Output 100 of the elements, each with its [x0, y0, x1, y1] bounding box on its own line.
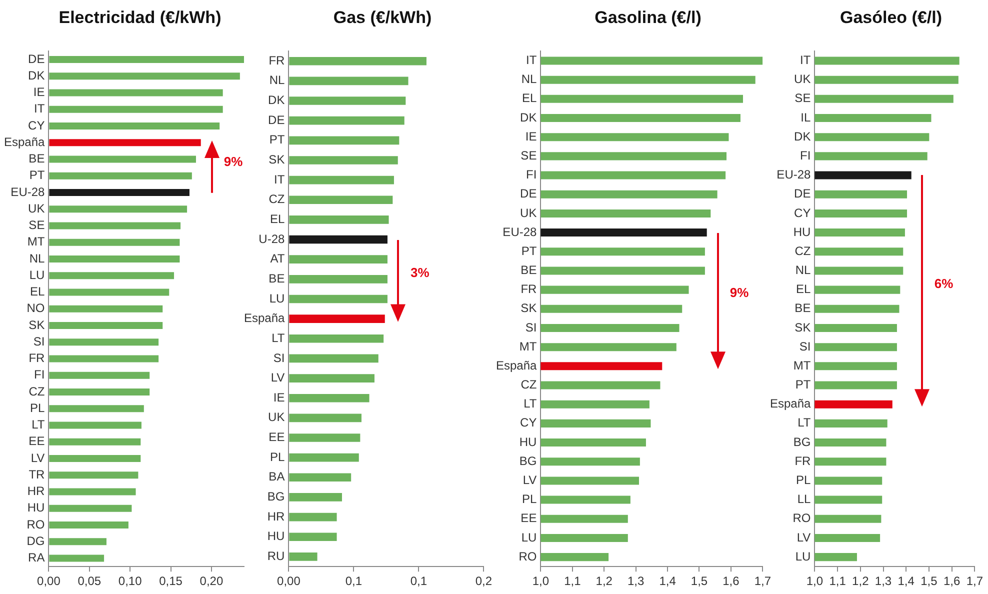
y-tick-label: PT	[521, 244, 538, 258]
y-tick-label: SI	[525, 320, 537, 334]
y-tick-label: LU	[29, 268, 45, 282]
x-tick-label: 0,1	[410, 574, 428, 588]
y-tick-label: UK	[794, 72, 811, 86]
x-tick-label: 1,4	[898, 574, 915, 588]
y-tick-label: SK	[794, 320, 811, 334]
y-tick-label: BA	[268, 470, 285, 484]
bar	[49, 522, 128, 529]
bar	[289, 374, 374, 382]
y-tick-label: HU	[519, 434, 537, 449]
y-tick-label: PT	[269, 132, 286, 147]
bar	[49, 372, 150, 379]
y-tick-label: NL	[521, 72, 538, 86]
y-tick-label: PT	[29, 168, 46, 182]
bar	[49, 288, 170, 296]
y-tick-label: SE	[28, 218, 45, 232]
y-tick-label: LT	[272, 330, 286, 345]
y-tick-label: FR	[268, 53, 286, 68]
x-tick-label: 0,15	[159, 574, 183, 588]
y-tick-label: RO	[518, 549, 537, 564]
annotation: 9%	[224, 154, 243, 169]
y-tick-label: BE	[268, 271, 285, 286]
y-tick-label: España	[496, 358, 538, 372]
y-tick-label: IT	[526, 53, 538, 68]
y-tick-label: SI	[33, 334, 45, 348]
x-tick-label: 0,00	[277, 574, 301, 588]
y-tick-label: DE	[520, 186, 537, 201]
y-tick-label: EL	[796, 282, 812, 296]
y-tick-label: IT	[800, 53, 812, 68]
y-tick-label: MT	[27, 234, 46, 249]
y-tick-label: PL	[796, 473, 812, 488]
y-tick-label: DG	[26, 534, 45, 548]
bar	[289, 532, 337, 542]
y-tick-label: SE	[520, 148, 537, 162]
y-tick-label: HU	[793, 224, 811, 239]
y-tick-label: SK	[28, 318, 45, 332]
x-tick-label: 1,1	[829, 574, 846, 588]
y-tick-label: EE	[28, 434, 45, 448]
y-tick-label: CY	[520, 416, 537, 430]
bar	[49, 206, 188, 213]
bar	[289, 196, 393, 204]
y-tick-label: SK	[268, 152, 285, 167]
y-tick-label: España	[4, 134, 46, 149]
y-tick-label: PL	[522, 492, 538, 506]
x-tick-label: 1,6	[722, 574, 740, 588]
bar	[289, 96, 406, 105]
bar	[49, 405, 144, 412]
y-tick-label: TR	[28, 467, 46, 482]
y-tick-label: BG	[519, 454, 537, 468]
y-tick-label: BG	[267, 490, 285, 504]
bar	[289, 473, 352, 482]
bar	[289, 136, 400, 145]
bar	[49, 56, 244, 64]
y-tick-label: LL	[797, 492, 812, 506]
bar	[289, 235, 388, 244]
bar	[49, 222, 181, 230]
y-tick-label: BE	[520, 263, 537, 278]
y-tick-label: LU	[795, 549, 811, 564]
y-tick-label: HR	[27, 484, 46, 498]
y-tick-label: HU	[27, 500, 45, 515]
y-tick-label: LT	[798, 416, 812, 430]
y-tick-label: EU-28	[10, 184, 46, 199]
y-tick-label: LT	[32, 418, 46, 432]
bar	[49, 504, 132, 512]
x-tick-label: 1,7	[754, 574, 772, 588]
bar	[289, 56, 426, 66]
bar	[49, 106, 223, 113]
bar	[49, 305, 163, 312]
chart-title: Gasóleo (€/l)	[838, 8, 944, 28]
bar	[49, 172, 192, 180]
y-tick-label: EU-28	[502, 224, 538, 239]
x-tick-label: 0,00	[37, 574, 61, 588]
chart-title: Electricidad (€/kWh)	[58, 8, 222, 28]
y-tick-label: EL	[30, 284, 46, 299]
bar	[49, 455, 141, 462]
y-tick-label: IE	[273, 390, 285, 404]
bar	[49, 472, 138, 479]
bar	[289, 354, 378, 363]
bar	[289, 434, 360, 442]
y-tick-label: EL	[270, 212, 286, 226]
bar	[49, 422, 142, 429]
bar	[49, 438, 141, 446]
y-tick-label: SI	[273, 350, 285, 365]
y-tick-label: EE	[268, 430, 285, 444]
y-tick-label: DK	[28, 68, 45, 82]
y-tick-label: NL	[29, 251, 46, 266]
y-tick-label: LV	[270, 370, 285, 385]
bar	[49, 122, 220, 130]
y-tick-label: España	[244, 311, 286, 326]
bar	[289, 512, 337, 522]
y-tick-label: EU-28	[776, 168, 812, 182]
y-tick-label: EL	[522, 91, 538, 106]
y-tick-label: RA	[28, 550, 45, 565]
bar	[49, 388, 150, 396]
y-tick-label: DE	[268, 112, 285, 127]
y-tick-label: UK	[268, 410, 285, 424]
y-tick-label: DK	[794, 129, 811, 144]
annotation: 9%	[730, 285, 749, 300]
y-tick-label: CZ	[520, 378, 537, 392]
